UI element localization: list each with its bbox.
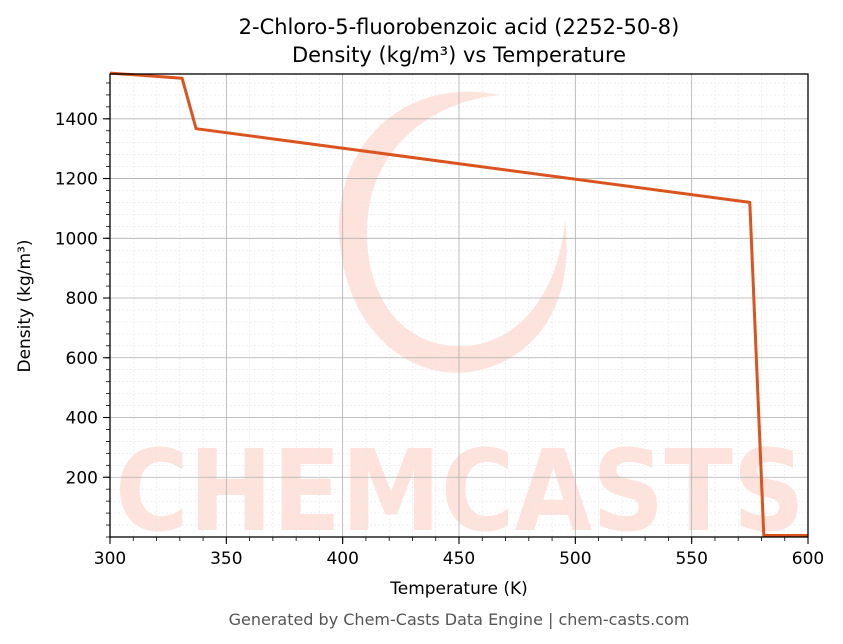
y-tick-label: 400 <box>66 409 98 429</box>
watermark-text: CHEMCASTS <box>115 427 805 557</box>
x-axis-label: Temperature (K) <box>389 579 528 599</box>
watermark: CHEMCASTS <box>115 91 805 557</box>
y-tick-label: 1000 <box>55 229 98 249</box>
major-grid <box>109 74 809 537</box>
y-tick-label: 1400 <box>55 110 98 130</box>
series-layer <box>109 71 808 537</box>
axis-ticks <box>103 82 809 544</box>
watermark-swirl <box>339 91 567 373</box>
x-tick-label: 300 <box>94 549 126 569</box>
y-axis-label: Density (kg/m³) <box>15 239 35 372</box>
chart-title-line1: 2-Chloro-5-fluorobenzoic acid (2252-50-8… <box>239 15 680 39</box>
chart-title-line2: Density (kg/m³) vs Temperature <box>292 43 626 67</box>
y-tick-label: 600 <box>66 349 98 369</box>
series-line-0 <box>109 71 808 537</box>
x-tick-label: 500 <box>559 549 591 569</box>
x-tick-label: 450 <box>443 549 475 569</box>
y-tick-label: 200 <box>66 468 98 488</box>
y-tick-labels: 200 400 600 800 1000 1200 1400 <box>55 110 98 488</box>
y-tick-label: 1200 <box>55 170 98 190</box>
x-tick-labels: 300 350 400 450 500 550 600 <box>94 549 824 569</box>
x-tick-label: 550 <box>675 549 707 569</box>
x-tick-label: 400 <box>326 549 358 569</box>
y-tick-label: 800 <box>66 289 98 309</box>
x-tick-label: 350 <box>210 549 242 569</box>
x-tick-label: 600 <box>792 549 824 569</box>
footer-credit: Generated by Chem-Casts Data Engine | ch… <box>229 610 690 629</box>
